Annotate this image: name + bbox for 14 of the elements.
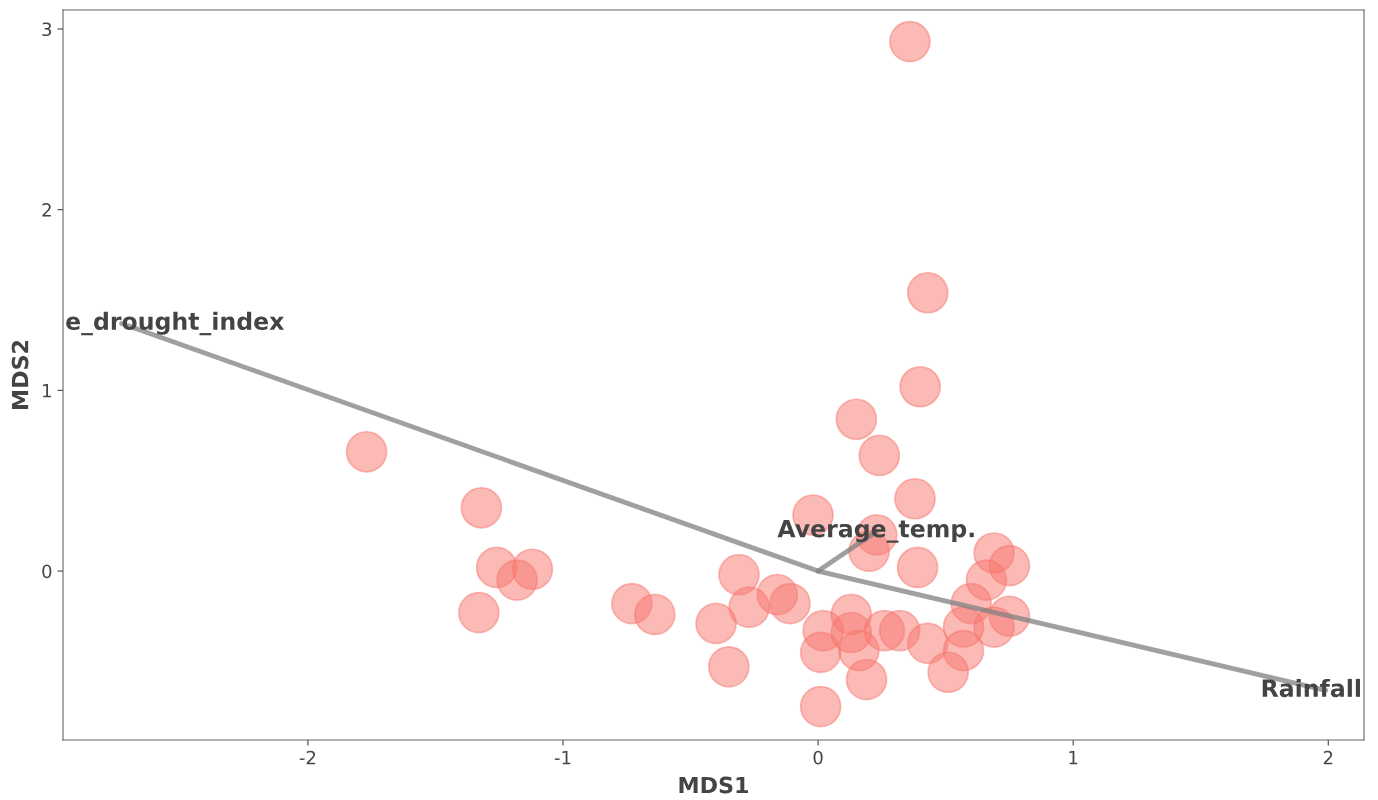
y-tick-label: 2 — [42, 203, 51, 217]
x-tick-label: 2 — [1323, 750, 1333, 765]
y-tick-label: 1 — [43, 384, 51, 398]
x-tick-label: 1 — [1069, 750, 1078, 765]
annotation: Average_temp. — [777, 519, 974, 543]
x-tick-label: -2 — [299, 750, 316, 765]
x-axis-title: MDS1 — [679, 776, 748, 794]
y-tick-label: 3 — [42, 22, 52, 37]
y-axis-title: MDS2 — [11, 340, 29, 409]
x-tick-label: 0 — [813, 750, 823, 765]
annotation: e_drought_index — [66, 311, 285, 336]
y-tick-label: 0 — [42, 564, 52, 579]
annotation: Rainfall — [1262, 678, 1360, 698]
x-tick-label: -1 — [554, 750, 571, 765]
